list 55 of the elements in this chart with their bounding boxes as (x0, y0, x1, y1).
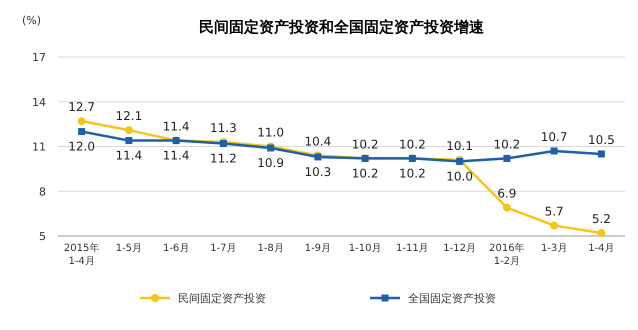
data-label: 10.3 (304, 164, 332, 179)
data-label: 10.0 (446, 169, 473, 184)
y-axis-title: (%) (22, 14, 42, 27)
data-label: 10.2 (399, 166, 426, 180)
data-label: 12.0 (68, 140, 95, 154)
point (550, 222, 558, 230)
x-tick-label: 1-6月 (162, 243, 190, 254)
x-tick-label: 1-12月 (443, 243, 476, 254)
data-label: 10.4 (304, 134, 332, 148)
y-tick-label: 8 (39, 185, 46, 198)
point (598, 150, 605, 158)
x-tick-label: 1-11月 (396, 243, 429, 254)
x-tick-label: 1-8月 (257, 243, 284, 254)
data-label: 12.1 (116, 109, 142, 124)
y-tick-label: 14 (32, 96, 46, 109)
data-label: 10.2 (494, 137, 520, 152)
point (597, 229, 606, 238)
data-label: 5.2 (592, 212, 611, 226)
legend-label: 全国固定资产投资 (408, 292, 496, 305)
legend-label: 民间固定资产投资 (178, 292, 266, 305)
data-label: 10.7 (540, 130, 568, 144)
x-tick-label: 1-3月 (540, 243, 568, 254)
y-tick-label: 17 (32, 51, 46, 64)
x-tick-label: 1-7月 (210, 243, 237, 254)
y-tick-label: 11 (32, 140, 46, 154)
point (502, 204, 511, 212)
data-label: 10.2 (399, 137, 426, 152)
point (78, 117, 86, 126)
chart-title: 民间固定资产投资和全国固定资产投资增速 (199, 18, 485, 36)
data-label: 11.0 (257, 126, 284, 140)
x-tick-label: 1-10月 (348, 243, 382, 254)
data-label: 10.1 (446, 138, 473, 153)
point (124, 126, 133, 134)
data-label: 11.4 (162, 148, 190, 163)
x-tick-label: 2015年 1-4月 (64, 242, 100, 267)
point (78, 128, 86, 136)
point (550, 147, 558, 154)
data-label: 11.4 (116, 148, 142, 163)
point (125, 137, 132, 144)
data-label: 10.2 (352, 137, 378, 152)
point (503, 154, 510, 162)
data-label: 6.9 (497, 186, 516, 201)
data-label: 11.3 (210, 121, 237, 136)
data-label: 10.5 (588, 132, 615, 147)
data-label: 5.7 (544, 204, 564, 219)
x-tick-label: 1-9月 (304, 243, 332, 254)
x-tick-label: 1-4月 (588, 243, 615, 254)
data-label: 12.7 (68, 100, 95, 114)
x-tick-label: 2016年 1-2月 (489, 242, 525, 267)
y-tick-label: 5 (39, 230, 46, 243)
x-tick-label: 1-5月 (116, 243, 142, 254)
data-label: 10.9 (257, 156, 284, 170)
data-label: 10.2 (352, 166, 378, 180)
data-label: 11.4 (162, 120, 190, 134)
data-label: 11.2 (210, 152, 237, 166)
